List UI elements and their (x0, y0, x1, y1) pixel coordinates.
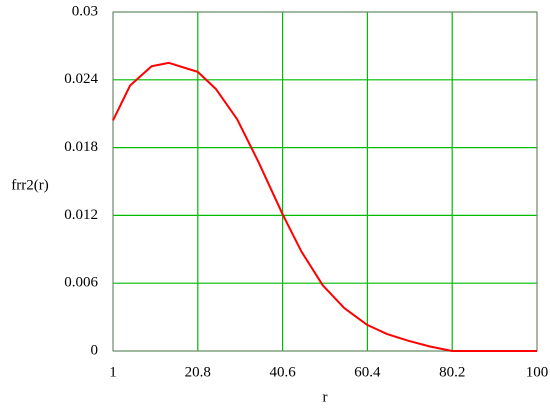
y-axis-label: frr2(r) (11, 177, 48, 193)
y-tick-label: 0.03 (72, 3, 98, 19)
x-tick-label: 80.2 (439, 364, 465, 380)
y-tick-label: 0.012 (64, 207, 98, 223)
y-tick-label: 0.006 (64, 275, 98, 291)
plot-frame (112, 11, 538, 352)
y-tick-label: 0.024 (64, 71, 98, 87)
data-line (112, 61, 537, 352)
x-tick-label: 20.8 (185, 364, 211, 380)
x-axis-label: r (323, 389, 328, 405)
x-tick-label: 100 (526, 364, 549, 380)
y-tick-label: 0.018 (64, 139, 98, 155)
x-tick-label: 60.4 (354, 364, 381, 380)
x-tick-label: 40.6 (269, 364, 296, 380)
y-tick-label: 0 (91, 342, 99, 358)
x-tick-label: 1 (109, 364, 117, 380)
